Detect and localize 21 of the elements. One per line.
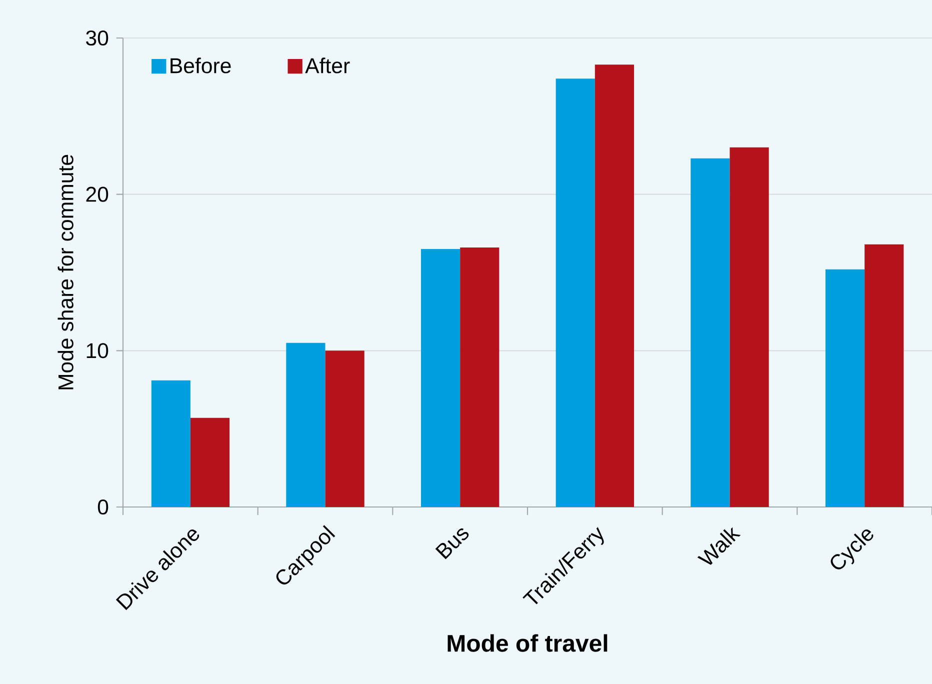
bar	[420, 249, 460, 507]
bar	[151, 380, 190, 507]
legend-label: Before	[170, 58, 231, 74]
bar	[730, 147, 769, 507]
bar	[286, 342, 326, 507]
y-axis-title: Mode share for commute	[58, 154, 74, 390]
bar	[460, 247, 500, 507]
bar	[594, 64, 634, 507]
bar	[864, 244, 904, 507]
bar	[325, 350, 364, 507]
x-axis-title: Mode of travel	[448, 634, 608, 652]
bar	[690, 158, 730, 507]
x-tick-label: Bus	[435, 528, 469, 560]
legend-label: After	[305, 58, 350, 74]
y-tick-label: 10	[86, 343, 108, 358]
bar	[825, 269, 865, 507]
y-tick-label: 30	[86, 30, 108, 46]
bar	[190, 418, 230, 507]
bar	[556, 78, 595, 507]
y-tick-label: 0	[98, 499, 108, 515]
y-tick-label: 20	[86, 186, 108, 202]
